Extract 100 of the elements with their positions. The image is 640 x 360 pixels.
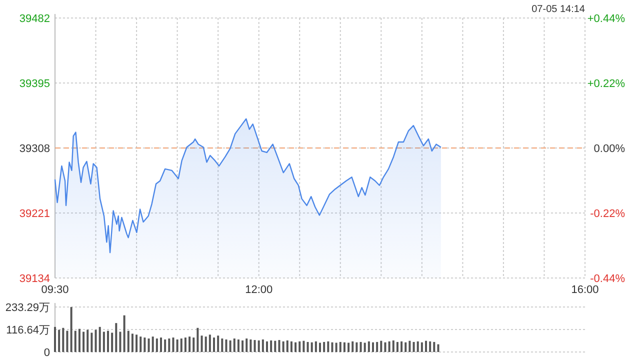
bar xyxy=(115,323,118,352)
bar xyxy=(90,332,93,352)
bar xyxy=(107,330,109,352)
bar xyxy=(172,338,174,352)
bar xyxy=(384,342,386,352)
y-tick-label: 116.64万 xyxy=(6,324,50,336)
y-tick-label: 39221 xyxy=(19,208,50,220)
bar xyxy=(246,338,248,352)
bar xyxy=(294,342,297,352)
bar xyxy=(168,338,170,352)
bar xyxy=(58,330,60,352)
bar xyxy=(188,336,191,352)
bar xyxy=(119,332,122,352)
bar xyxy=(278,340,280,352)
bar xyxy=(343,342,346,352)
bar xyxy=(82,332,85,352)
bar xyxy=(233,338,236,352)
bar xyxy=(136,334,138,352)
y2-tick-label: -0.22% xyxy=(590,208,626,220)
bar xyxy=(412,342,415,352)
bar xyxy=(180,338,182,352)
bar xyxy=(225,339,228,352)
bar xyxy=(131,334,134,352)
bar xyxy=(437,344,440,352)
bar xyxy=(66,330,68,352)
bar xyxy=(396,342,398,352)
text: 07-05 14:14 xyxy=(532,4,586,15)
bar xyxy=(229,340,232,352)
y2-tick-label: -0.44% xyxy=(590,272,626,285)
bar xyxy=(270,340,272,352)
bar xyxy=(364,342,366,352)
bar xyxy=(388,341,390,352)
bar xyxy=(213,338,215,352)
bar xyxy=(70,307,72,352)
y2-tick-label: 0.00% xyxy=(594,142,626,155)
bar xyxy=(200,336,203,352)
bar xyxy=(274,340,276,352)
bar xyxy=(368,341,370,352)
bar xyxy=(123,315,126,352)
bar xyxy=(352,341,354,352)
bar xyxy=(348,342,350,352)
bar xyxy=(78,328,80,352)
x-tick-label: 12:00 xyxy=(245,284,273,296)
bar xyxy=(282,341,284,352)
bar xyxy=(266,341,268,352)
bar xyxy=(376,342,378,352)
bar xyxy=(356,342,358,352)
bar xyxy=(221,338,224,352)
x-tick-label: 09:30 xyxy=(41,284,69,296)
bar xyxy=(204,336,207,352)
bar xyxy=(144,338,146,352)
bar xyxy=(339,342,342,352)
bar xyxy=(196,328,199,352)
bar xyxy=(327,341,330,352)
bar xyxy=(94,330,97,352)
bar xyxy=(372,342,374,352)
y2-tick-label: +0.22% xyxy=(587,78,626,90)
bar xyxy=(262,339,264,352)
y2-tick-label: +0.44% xyxy=(587,12,626,25)
bar xyxy=(98,326,101,352)
bar xyxy=(152,336,154,352)
bar xyxy=(302,340,305,352)
bar xyxy=(102,332,105,352)
bar xyxy=(242,340,244,352)
bar xyxy=(380,340,382,352)
y-tick-label: 39482 xyxy=(19,12,50,25)
bar xyxy=(160,338,162,352)
bar xyxy=(306,342,309,352)
bar xyxy=(408,340,411,352)
bar xyxy=(298,341,301,352)
bar xyxy=(111,332,114,352)
bar xyxy=(331,342,334,352)
bar xyxy=(425,340,427,352)
x-tick-label: 16:00 xyxy=(571,284,599,296)
bar xyxy=(323,342,326,352)
bar xyxy=(258,340,260,352)
bar xyxy=(164,339,166,352)
bar xyxy=(286,340,288,352)
bar xyxy=(176,339,178,352)
bar xyxy=(250,339,252,352)
bar xyxy=(192,338,195,352)
y-tick-label: 39134 xyxy=(19,272,50,285)
bar xyxy=(392,340,394,352)
y-tick-label: 39395 xyxy=(19,78,50,90)
bar xyxy=(310,342,313,352)
bar xyxy=(217,336,220,352)
bar xyxy=(74,330,76,352)
y-tick-label: 233.29万 xyxy=(5,302,50,314)
bar xyxy=(140,336,142,352)
bar xyxy=(433,342,436,352)
bar xyxy=(254,340,256,352)
bar xyxy=(404,342,407,352)
y-tick-label: 39308 xyxy=(19,142,50,155)
y-tick-label: 0 xyxy=(44,346,50,359)
bar xyxy=(429,341,432,352)
bar xyxy=(208,334,211,352)
bar xyxy=(156,338,158,352)
bar xyxy=(62,328,64,352)
bar xyxy=(420,342,423,352)
bar xyxy=(184,338,186,352)
